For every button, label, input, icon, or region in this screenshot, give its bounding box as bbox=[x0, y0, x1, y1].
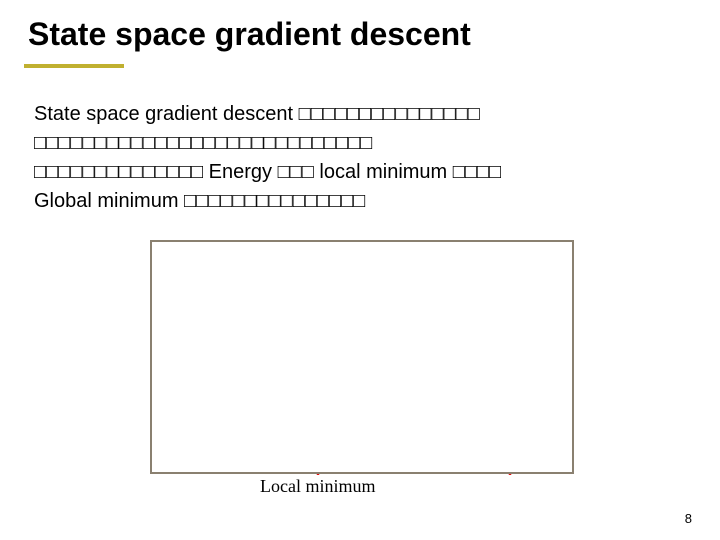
slide-title: State space gradient descent bbox=[28, 16, 471, 53]
energy-landscape-figure: Local minimumGlobal minimum bbox=[150, 240, 570, 500]
body-text: State space gradient descent □□□□□□□□□□□… bbox=[34, 100, 720, 216]
slide: State space gradient descent State space… bbox=[0, 0, 720, 540]
figure-border bbox=[150, 240, 574, 474]
figure-label: Local minimum bbox=[260, 476, 375, 496]
title-accent bbox=[24, 64, 124, 68]
page-number: 8 bbox=[685, 511, 692, 526]
